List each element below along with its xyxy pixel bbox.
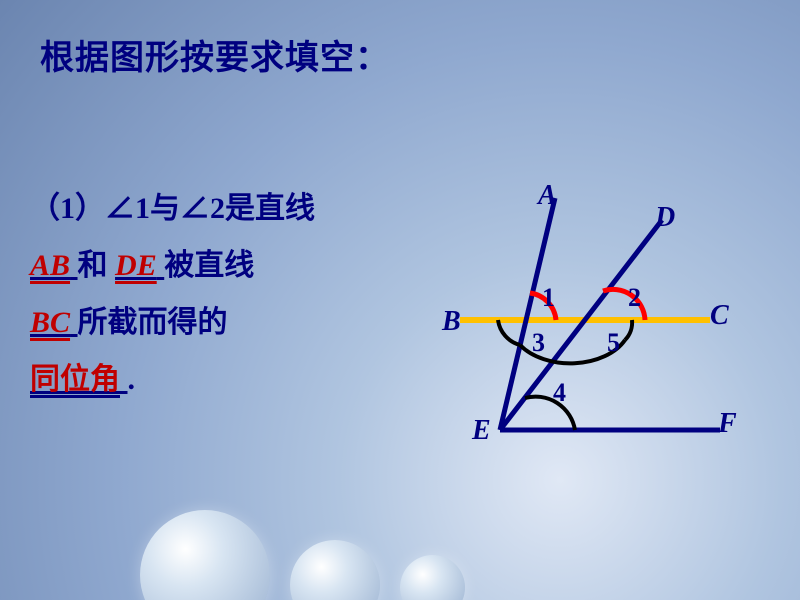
answer-4: 同位角 <box>30 363 120 396</box>
page-title: 根据图形按要求填空： <box>40 30 390 79</box>
label-d: D <box>655 202 675 234</box>
label-a: A <box>538 180 557 212</box>
geometry-diagram: A B C D E F 1 2 3 4 5 <box>400 180 780 480</box>
label-f: F <box>718 408 737 440</box>
angle-3: 3 <box>532 328 545 358</box>
arc-angle4 <box>525 397 575 430</box>
angle-4: 4 <box>553 378 566 408</box>
answer-3: BC <box>30 306 70 339</box>
label-c: C <box>710 300 729 332</box>
label-b: B <box>442 306 461 338</box>
answer-2: DE <box>115 249 157 282</box>
q1-prefix: （1）∠1与∠2是直线 <box>30 192 315 225</box>
decor-orb-3 <box>400 555 465 600</box>
decor-orb-2 <box>290 540 380 600</box>
angle-2: 2 <box>628 283 641 313</box>
decor-orb-1 <box>140 510 270 600</box>
angle-5: 5 <box>607 328 620 358</box>
q1-suffix3: 所截而得的 <box>78 306 228 339</box>
q1-mid: 和 <box>78 249 116 282</box>
problem-body: （1）∠1与∠2是直线 AB 和 DE 被直线 BC 所截而得的 同位角 . <box>30 180 410 408</box>
q1-period: . <box>128 363 136 396</box>
answer-1: AB <box>30 249 70 282</box>
label-e: E <box>472 415 491 447</box>
angle-1: 1 <box>542 283 555 313</box>
q1-suffix2: 被直线 <box>164 249 254 282</box>
arc-angle3 <box>498 320 520 345</box>
